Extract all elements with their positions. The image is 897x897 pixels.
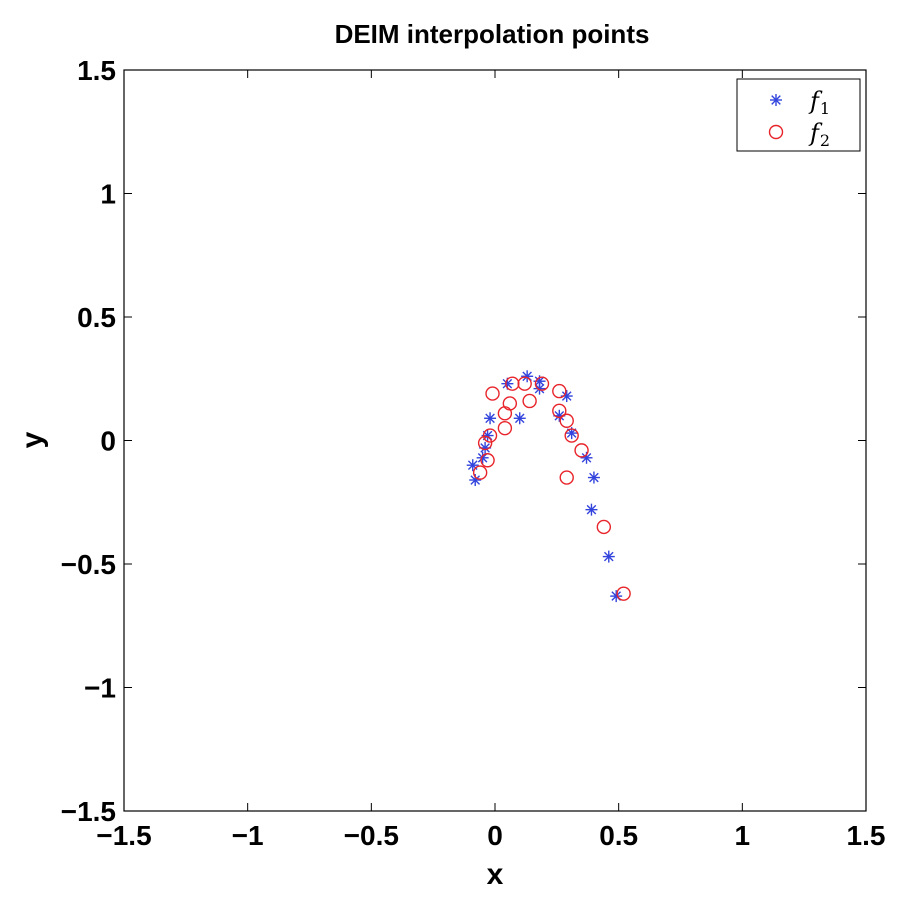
x-tick-label: −0.5 bbox=[344, 820, 399, 851]
data-point-asterisk bbox=[469, 474, 482, 487]
data-point-circle bbox=[485, 386, 500, 401]
data-point-circle bbox=[480, 453, 495, 468]
data-point-asterisk bbox=[513, 412, 526, 425]
data-point-asterisk bbox=[484, 412, 497, 425]
data-point-circle bbox=[477, 435, 493, 451]
data-point-circle bbox=[517, 376, 532, 391]
data-point-circle bbox=[534, 376, 550, 391]
legend-marker-asterisk bbox=[770, 94, 782, 106]
data-point-circle bbox=[482, 428, 498, 443]
data-point-circle bbox=[564, 428, 579, 443]
y-axis-label: y bbox=[16, 431, 49, 448]
data-point-circle bbox=[574, 443, 589, 458]
chart-title: DEIM interpolation points bbox=[335, 19, 650, 49]
x-tick-label: 1 bbox=[735, 820, 751, 851]
y-axis: −1.5 −1 −0.5 0 0.5 1 1.5 bbox=[61, 55, 866, 827]
legend-marker-circle bbox=[768, 124, 784, 140]
legend-box bbox=[736, 78, 861, 152]
data-point-circle bbox=[596, 519, 612, 535]
data-point-asterisk bbox=[466, 459, 479, 472]
data-point-asterisk bbox=[610, 590, 623, 603]
x-tick-label: 1.5 bbox=[847, 820, 886, 851]
data-point-circle bbox=[472, 465, 488, 480]
data-point-circle bbox=[552, 403, 567, 419]
data-point-asterisk bbox=[585, 503, 598, 516]
data-point-asterisk bbox=[587, 471, 600, 484]
x-axis: −1.5 −1 −0.5 0 0.5 1 1.5 bbox=[96, 70, 885, 851]
series-2 bbox=[472, 376, 631, 601]
x-tick-label: −1 bbox=[232, 820, 264, 851]
data-point-circle bbox=[552, 383, 567, 399]
x-tick-label: −1.5 bbox=[96, 820, 151, 851]
data-point-circle bbox=[497, 420, 513, 436]
x-axis-label: x bbox=[487, 858, 504, 891]
y-tick-label: 1 bbox=[100, 179, 116, 210]
data-points bbox=[466, 370, 631, 603]
data-point-circle bbox=[559, 413, 574, 428]
data-point-circle bbox=[502, 396, 518, 411]
data-point-circle bbox=[522, 393, 537, 409]
y-tick-label: −1 bbox=[84, 673, 116, 704]
y-tick-label: 0 bbox=[100, 426, 116, 457]
y-tick-label: −1.5 bbox=[61, 796, 116, 827]
data-point-asterisk bbox=[580, 451, 593, 464]
data-point-asterisk bbox=[602, 550, 615, 563]
y-tick-label: −0.5 bbox=[61, 549, 116, 580]
data-point-circle bbox=[559, 470, 574, 485]
y-tick-label: 1.5 bbox=[77, 55, 116, 86]
x-tick-label: 0.5 bbox=[599, 820, 638, 851]
data-point-circle bbox=[616, 586, 631, 601]
data-point-asterisk bbox=[476, 451, 489, 464]
x-tick-label: 0 bbox=[487, 820, 503, 851]
data-point-asterisk bbox=[521, 370, 534, 383]
y-tick-label: 0.5 bbox=[77, 302, 116, 333]
